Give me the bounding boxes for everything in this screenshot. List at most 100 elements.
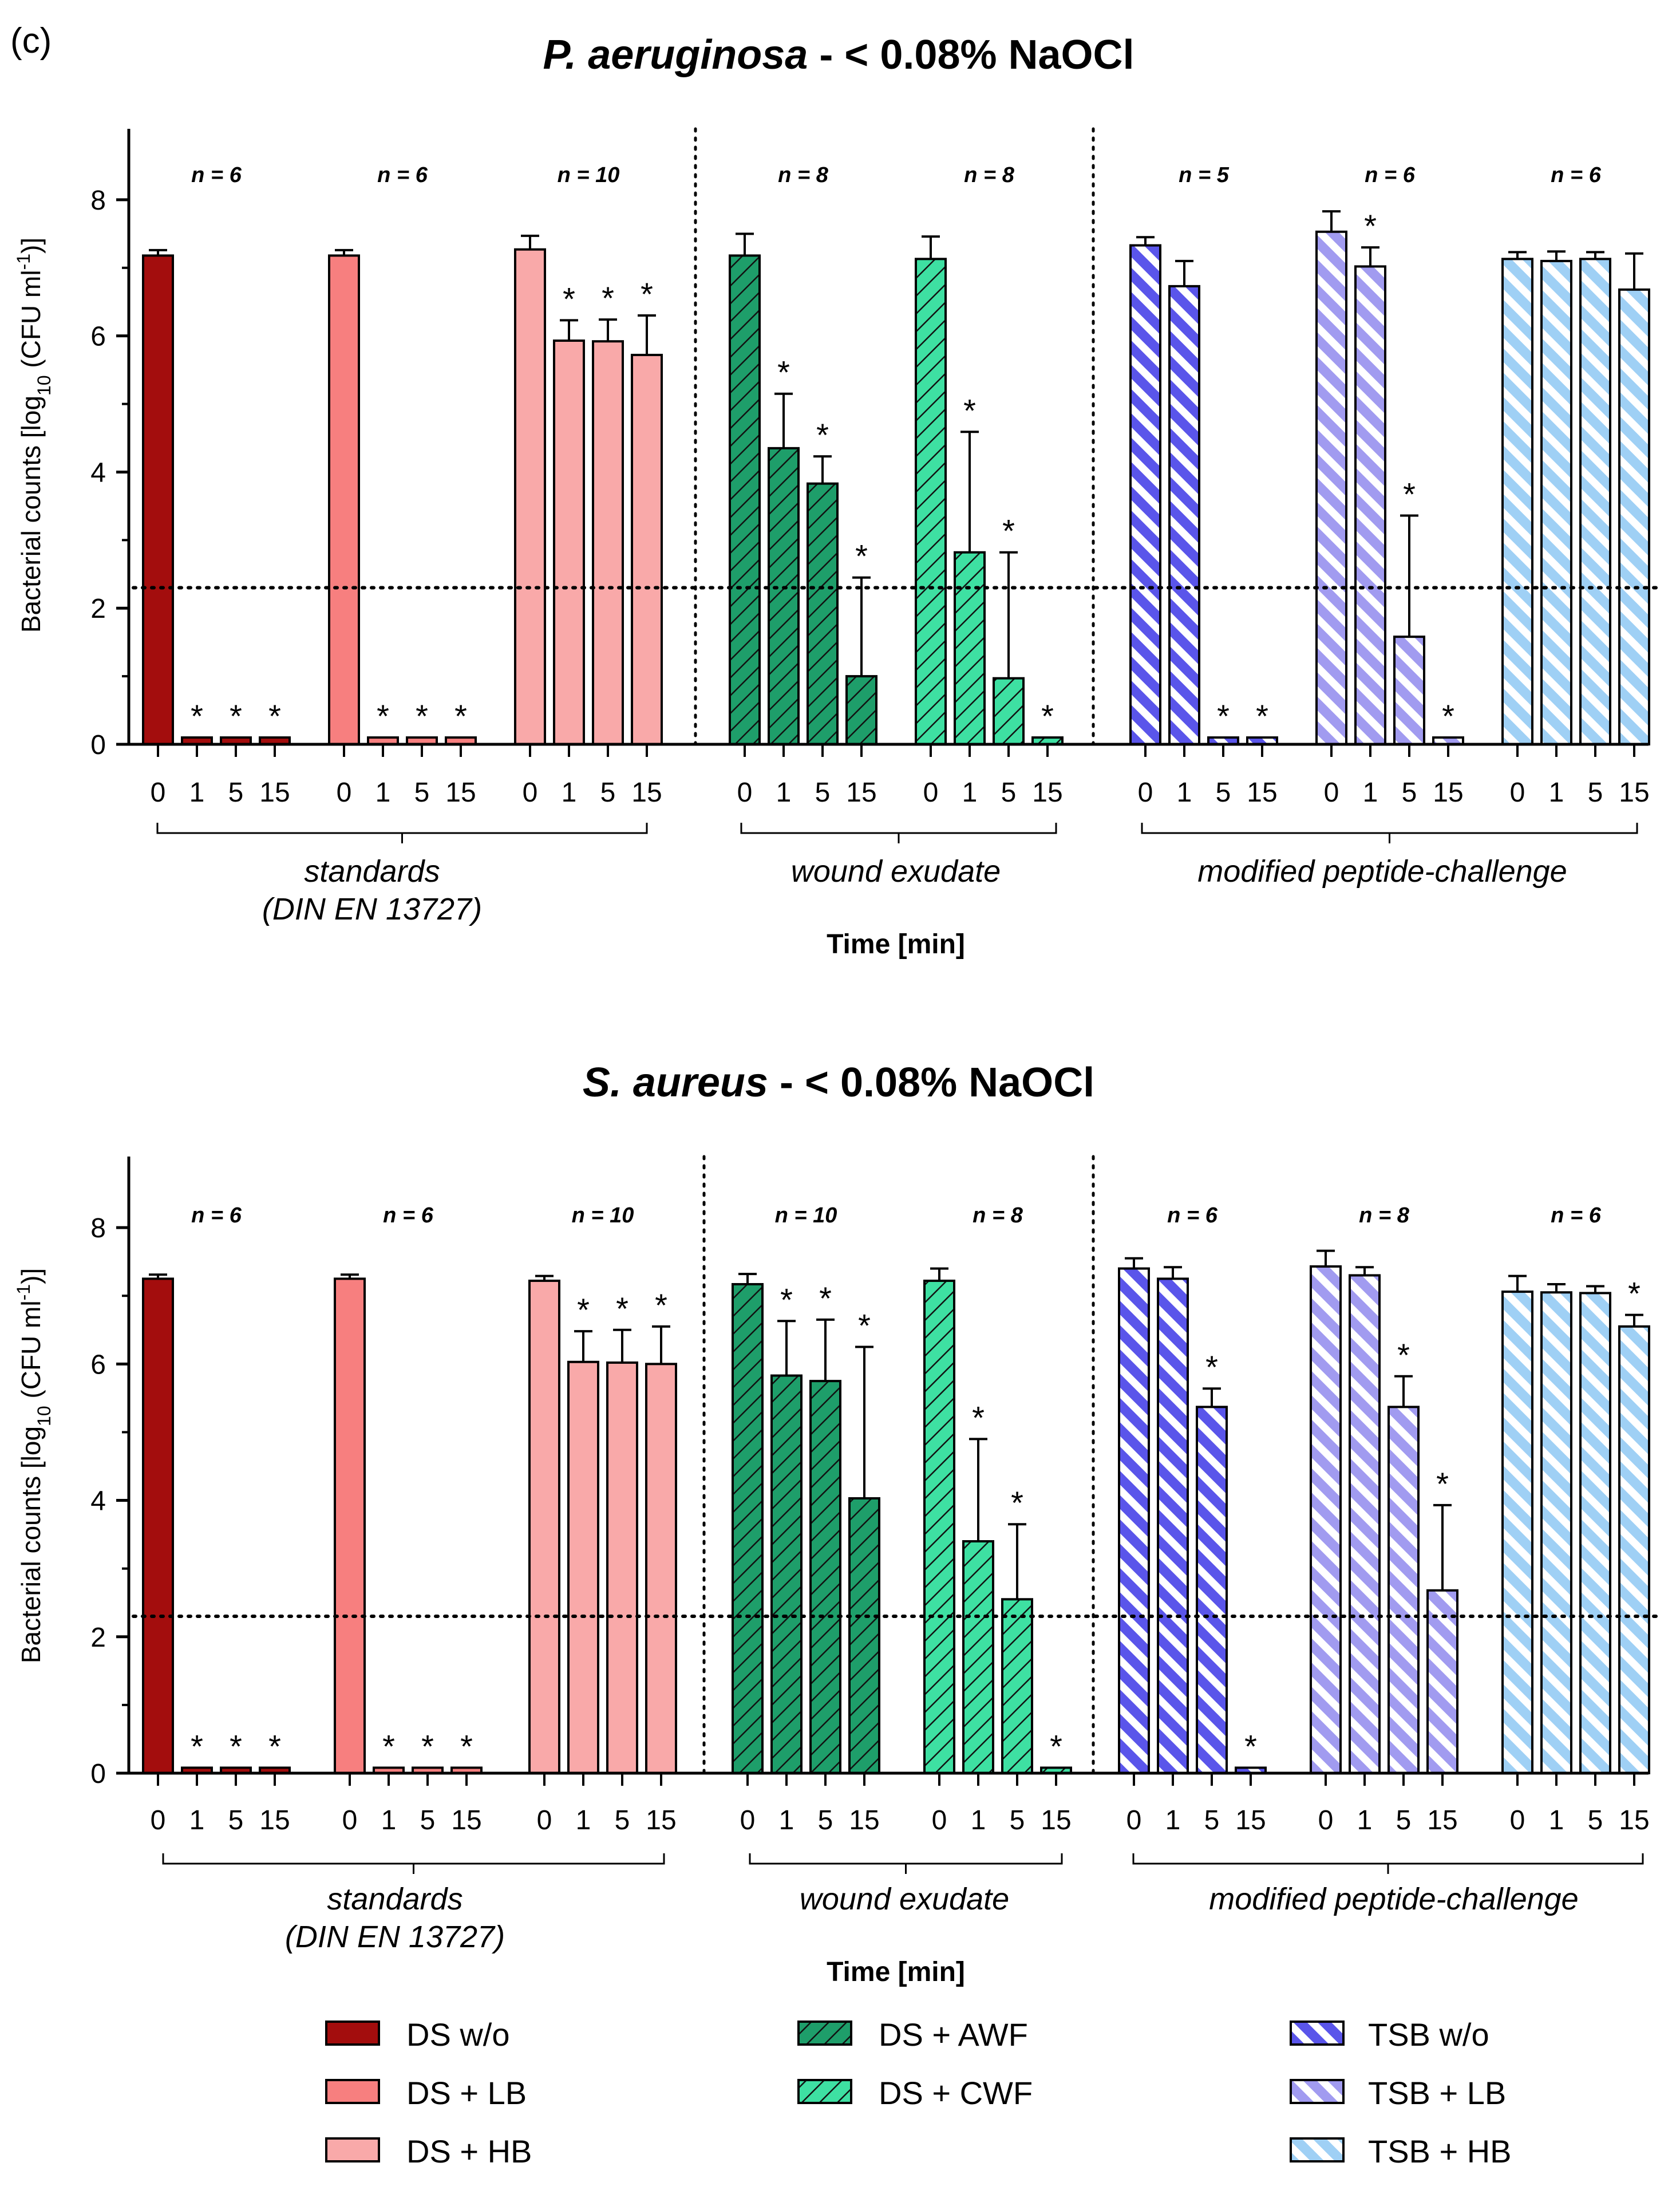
significance-marker: * xyxy=(454,698,467,734)
group-label: modified peptide-challenge xyxy=(1209,1882,1578,1916)
x-tick-label: 5 xyxy=(1204,1805,1220,1836)
significance-marker: * xyxy=(191,1728,203,1764)
significance-marker: * xyxy=(1256,698,1268,734)
series-tsb-lb: 0 1 * 5 * 15 n = 8 xyxy=(1310,1203,1458,1836)
significance-marker: * xyxy=(191,698,203,734)
bar-ds-awf-1 xyxy=(770,1374,803,1775)
y-axis-label-sup: -1 xyxy=(13,254,34,270)
bar-tsb-lb-5 xyxy=(1388,1406,1420,1774)
bar-ds-hb-15 xyxy=(645,1363,677,1774)
x-axis-title: Time [min] xyxy=(827,1957,965,1987)
n-label: n = 8 xyxy=(964,163,1015,187)
x-tick-label: 1 xyxy=(375,778,391,808)
x-tick-label: 5 xyxy=(420,1805,436,1836)
series-tsb-hb: 0 1 5 15n = 6 xyxy=(1501,163,1650,808)
legend-label: DS + HB xyxy=(406,2133,532,2169)
x-tick-label: 15 xyxy=(849,1805,879,1836)
chart-title-species: P. aeruginosa xyxy=(543,32,808,78)
significance-marker: * xyxy=(616,1291,628,1327)
n-label: n = 8 xyxy=(1359,1203,1410,1228)
x-tick-label: 15 xyxy=(451,1805,481,1836)
significance-marker: * xyxy=(1397,1337,1410,1373)
chart-title: P. aeruginosa - < 0.08% NaOCl xyxy=(543,32,1134,78)
significance-marker: * xyxy=(1436,1466,1449,1502)
bar-ds-cwf-0 xyxy=(923,1280,955,1775)
legend-label: DS + AWF xyxy=(879,2016,1028,2053)
x-tick-label: 1 xyxy=(1549,1805,1564,1836)
series-ds-w-o: 0 * 1 * 5 * 15 n = 6 xyxy=(142,1203,291,1836)
bar-ds-hb-15 xyxy=(631,353,663,745)
x-tick-label: 15 xyxy=(1041,1805,1071,1836)
series-tsb-w-o: 0 1 * 5 * 15 n = 6 xyxy=(1118,1203,1267,1836)
x-tick-label: 15 xyxy=(1619,1805,1649,1836)
x-tick-label: 0 xyxy=(537,1805,552,1836)
series-tsb-hb: 0 1 5*15n = 6 xyxy=(1501,1203,1650,1836)
y-tick-label: 0 xyxy=(90,730,106,760)
x-tick-label: 1 xyxy=(1357,1805,1373,1836)
significance-marker: * xyxy=(230,1728,242,1764)
bar-ds-cwf-1 xyxy=(962,1540,994,1774)
group-label: (DIN EN 13727) xyxy=(262,892,482,926)
significance-marker: * xyxy=(577,1292,590,1328)
series-ds-hb: 0 * 1 * 5 * 15 n = 10 xyxy=(528,1203,677,1836)
y-tick-label: 2 xyxy=(90,1623,106,1653)
legend-label: TSB + HB xyxy=(1368,2133,1512,2169)
x-tick-label: 0 xyxy=(737,778,753,808)
y-axis-label-sup: -1 xyxy=(13,1284,34,1300)
bar-ds-hb-1 xyxy=(553,339,585,745)
bar-tsb-w-o-5 xyxy=(1196,1406,1228,1774)
significance-marker: * xyxy=(602,280,614,316)
series-ds-cwf: 0 * 1 * 5 * 15 n = 8 xyxy=(923,1203,1072,1836)
significance-marker: * xyxy=(1244,1728,1257,1764)
bar-tsb-lb-0 xyxy=(1310,1265,1342,1774)
n-label: n = 5 xyxy=(1179,163,1230,187)
group-label: wound exudate xyxy=(791,854,1001,889)
x-tick-label: 1 xyxy=(381,1805,397,1836)
bar-tsb-w-o-0 xyxy=(1118,1267,1150,1775)
bar-ds-hb-0 xyxy=(528,1280,560,1775)
legend-label: TSB + LB xyxy=(1368,2075,1506,2111)
significance-marker: * xyxy=(1002,513,1015,549)
bar-ds-cwf-5 xyxy=(993,677,1025,745)
x-tick-label: 1 xyxy=(776,778,792,808)
x-tick-label: 0 xyxy=(740,1805,756,1836)
group-bracket xyxy=(156,823,648,834)
significance-marker: * xyxy=(1011,1485,1023,1521)
x-tick-label: 5 xyxy=(1010,1805,1025,1836)
y-axis-label-sub: 10 xyxy=(34,375,54,396)
x-tick-label: 5 xyxy=(600,778,616,808)
x-tick-label: 5 xyxy=(615,1805,630,1836)
significance-marker: * xyxy=(963,392,976,428)
x-tick-label: 5 xyxy=(1396,1805,1412,1836)
significance-marker: * xyxy=(460,1728,473,1764)
x-tick-label: 1 xyxy=(962,778,978,808)
bar-tsb-hb-5 xyxy=(1579,1292,1611,1774)
significance-marker: * xyxy=(777,354,790,390)
chart-title-suffix: - < 0.08% NaOCl xyxy=(768,1060,1094,1106)
n-label: n = 10 xyxy=(572,1203,634,1228)
group-label: standards xyxy=(327,1882,463,1916)
chart-title-suffix: - < 0.08% NaOCl xyxy=(808,32,1134,78)
significance-marker: * xyxy=(1205,1349,1218,1385)
bar-ds-cwf-1 xyxy=(954,551,986,745)
legend-item-ds-hb: DS + HB xyxy=(325,2133,532,2169)
y-tick-label: 4 xyxy=(90,1486,106,1517)
n-label: n = 6 xyxy=(1551,1203,1602,1228)
significance-marker: * xyxy=(1217,698,1230,734)
x-tick-label: 5 xyxy=(228,1805,244,1836)
y-axis-label: Bacterial counts [log10 (CFU ml-1)] xyxy=(13,1268,54,1663)
bar-ds-lb-0 xyxy=(328,254,360,745)
bar-ds-awf-5 xyxy=(807,482,839,746)
series-ds-hb: 0 * 1 * 5 * 15 n = 10 xyxy=(514,163,663,808)
bar-tsb-hb-15 xyxy=(1618,288,1650,746)
bar-ds-hb-1 xyxy=(567,1360,599,1774)
x-tick-label: 15 xyxy=(259,1805,290,1836)
x-tick-label: 15 xyxy=(646,1805,676,1836)
n-label: n = 6 xyxy=(191,1203,242,1228)
legend-item-ds-w-o: DS w/o xyxy=(325,2016,510,2053)
x-tick-label: 5 xyxy=(815,778,831,808)
y-tick-label: 4 xyxy=(90,457,106,488)
group-label: (DIN EN 13727) xyxy=(285,1920,505,1954)
x-tick-label: 1 xyxy=(779,1805,794,1836)
